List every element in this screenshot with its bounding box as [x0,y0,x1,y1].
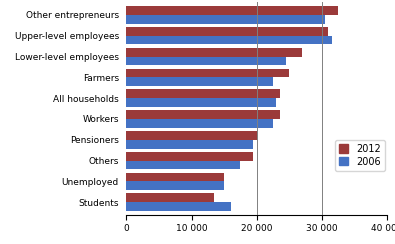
Bar [126,36,332,44]
Bar [126,110,280,119]
Bar [126,48,302,57]
Bar [126,15,325,24]
Bar [126,193,214,202]
Bar [126,202,231,211]
Bar [126,90,280,98]
Bar [126,182,224,190]
Bar [126,69,289,77]
Bar [126,161,241,169]
Bar [126,173,224,182]
Bar [126,119,273,128]
Bar [126,57,286,65]
Bar [126,27,329,36]
Bar [126,131,257,140]
Bar [126,6,338,15]
Bar [126,152,254,161]
Legend: 2012, 2006: 2012, 2006 [335,140,385,171]
Bar [126,98,276,107]
Bar [126,77,273,86]
Bar [126,140,254,149]
